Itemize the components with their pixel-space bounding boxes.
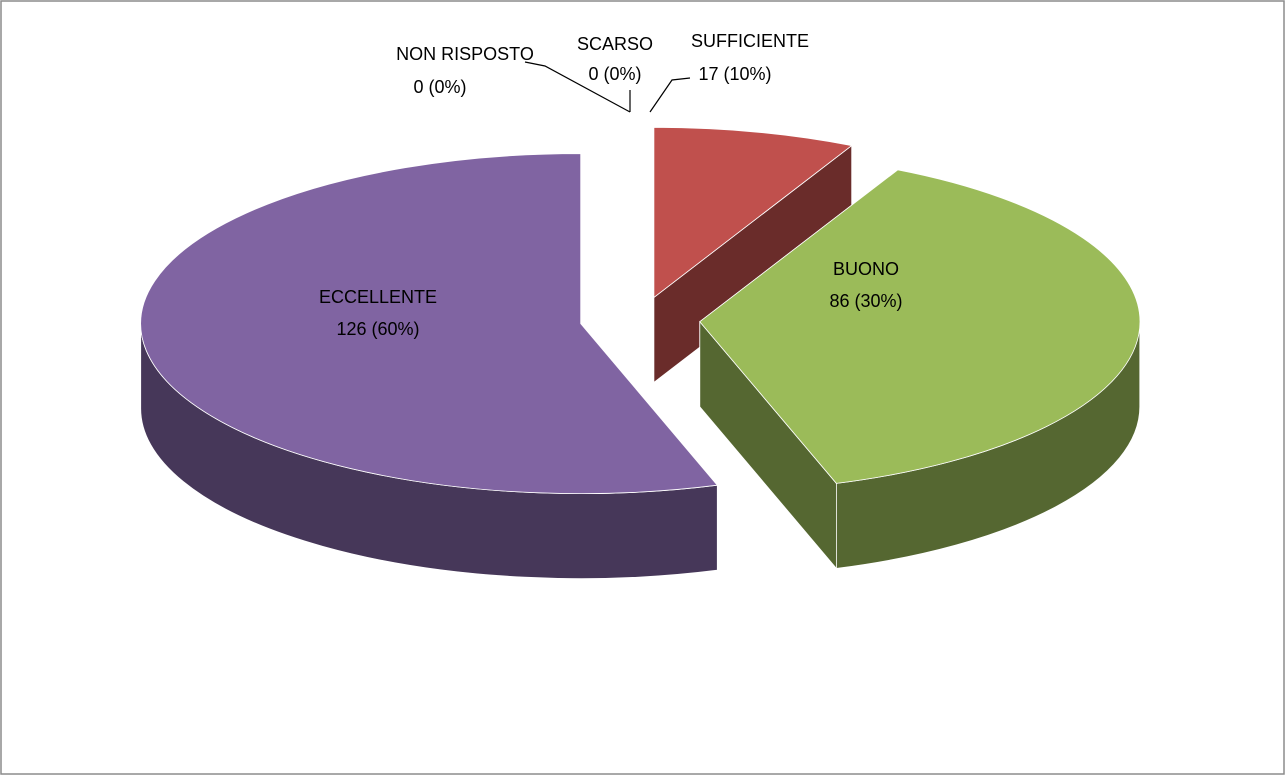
data-label-name: BUONO xyxy=(833,259,899,279)
leader-lines xyxy=(524,61,691,113)
data-label-name: SUFFICIENTE xyxy=(691,31,809,51)
slice xyxy=(653,126,853,299)
leader-line xyxy=(649,77,691,113)
data-label-name: NON RISPOSTO xyxy=(396,44,534,64)
data-label-value: 0 (0%) xyxy=(413,77,466,97)
data-label-value: 0 (0%) xyxy=(588,64,641,84)
data-label-value: 17 (10%) xyxy=(698,64,771,84)
data-label-value: 126 (60%) xyxy=(336,319,419,339)
pie xyxy=(140,126,1141,579)
slice xyxy=(699,169,1141,484)
slice xyxy=(140,153,719,494)
leader-line xyxy=(524,61,631,113)
data-label-name: ECCELLENTE xyxy=(319,287,437,307)
data-labels: NON RISPOSTO 0 (0%) SCARSO 0 (0%) SUFFICIENT… xyxy=(319,31,903,339)
data-label-value: 86 (30%) xyxy=(829,291,902,311)
data-label-name: SCARSO xyxy=(577,34,653,54)
